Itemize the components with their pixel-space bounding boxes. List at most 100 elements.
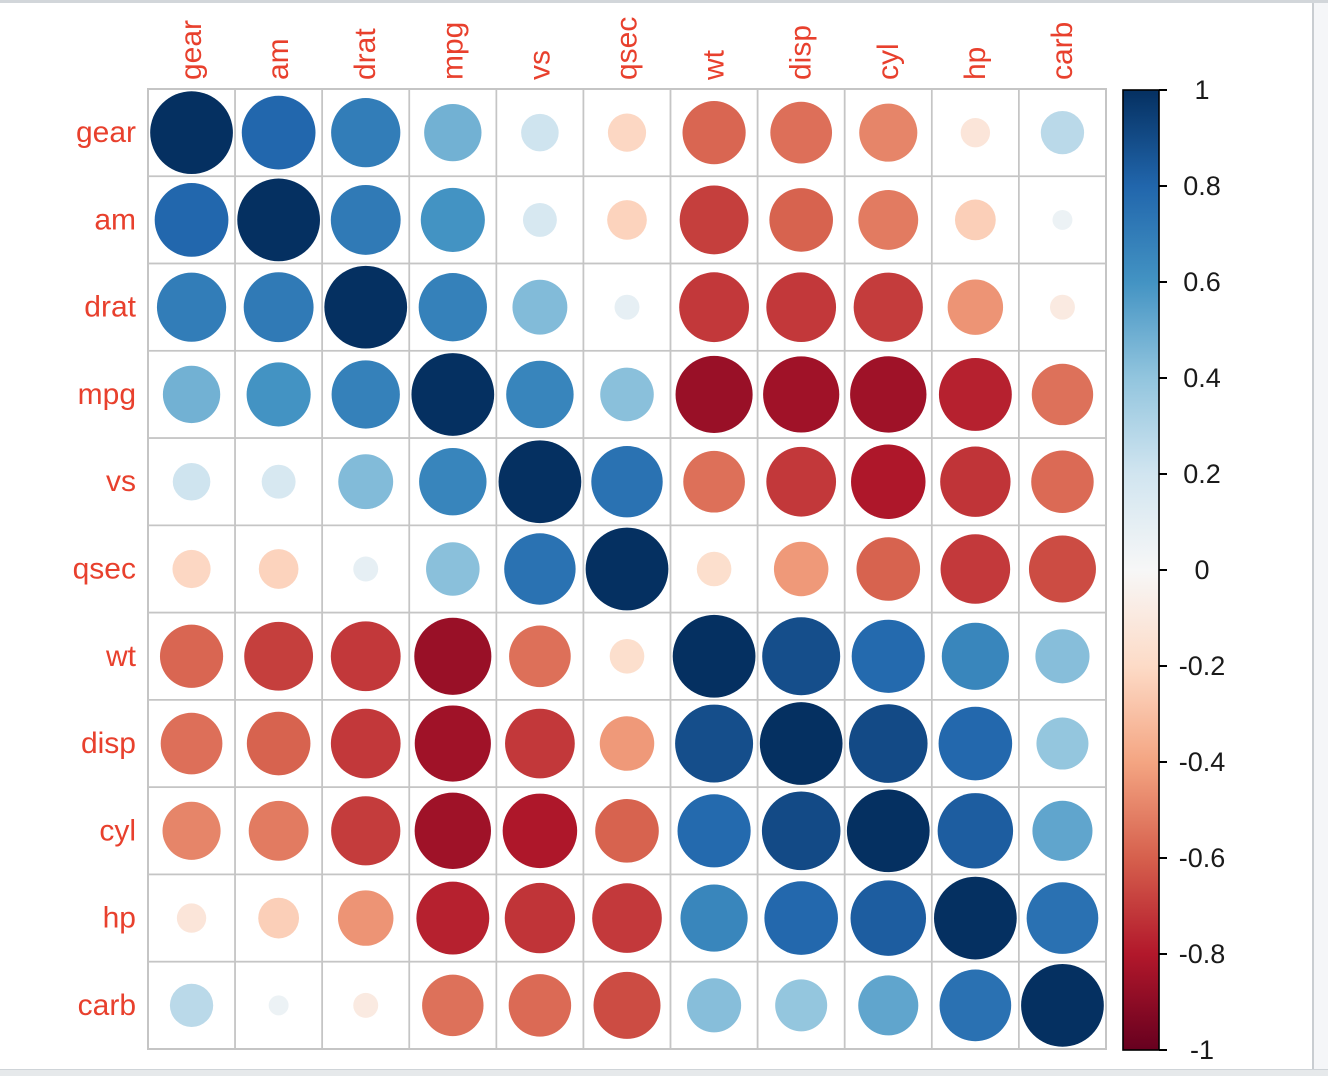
- correlation-circle: [416, 881, 490, 955]
- correlation-circle: [677, 794, 751, 868]
- correlation-circle: [858, 189, 919, 250]
- correlation-circle: [1026, 882, 1099, 954]
- col-label-am: am: [262, 38, 295, 80]
- top-border: [0, 0, 1328, 3]
- correlation-circle: [1040, 110, 1085, 155]
- correlation-circle: [172, 462, 211, 501]
- col-label-qsec: qsec: [611, 17, 644, 80]
- correlation-circle: [498, 440, 582, 524]
- bottom-border: [0, 1069, 1328, 1076]
- correlation-circle: [853, 272, 923, 342]
- col-label-mpg: mpg: [436, 22, 469, 80]
- correlation-circle: [268, 995, 289, 1016]
- correlation-circle: [696, 551, 732, 587]
- correlation-circle: [244, 621, 314, 691]
- col-label-carb: carb: [1046, 22, 1079, 80]
- correlation-circle: [679, 272, 749, 343]
- correlation-circle: [150, 91, 233, 175]
- colorbar-tick-label: -0.4: [1179, 747, 1226, 777]
- correlation-circle: [773, 541, 829, 597]
- correlation-circle: [766, 272, 837, 343]
- row-label-carb: carb: [78, 989, 136, 1022]
- correlation-circle: [243, 272, 314, 343]
- correlation-circle: [680, 884, 748, 952]
- correlation-circle: [940, 534, 1011, 604]
- correlation-circle: [938, 358, 1012, 431]
- correlation-circle: [1052, 209, 1073, 230]
- correlation-circle: [338, 454, 394, 510]
- correlation-circle: [775, 979, 828, 1032]
- correlation-circle: [683, 450, 745, 513]
- correlation-circle: [679, 185, 749, 255]
- correlation-circle: [595, 799, 659, 863]
- correlation-circle: [504, 533, 576, 605]
- row-label-hp: hp: [103, 902, 136, 935]
- colorbar-tick-label: 0: [1194, 555, 1209, 585]
- correlation-circle: [522, 202, 557, 237]
- correlation-circle: [940, 446, 1011, 517]
- correlation-circle: [937, 793, 1014, 869]
- correlation-circle: [607, 113, 647, 152]
- correlation-circle: [330, 621, 401, 692]
- correlation-circle: [851, 444, 926, 519]
- correlation-circle: [353, 556, 379, 582]
- correlation-circle: [331, 360, 400, 429]
- correlation-circle: [426, 542, 480, 596]
- colorbar-tick-label: 0.6: [1183, 267, 1221, 297]
- correlation-circle: [687, 978, 742, 1033]
- correlation-circle: [614, 294, 640, 320]
- correlation-circle: [941, 622, 1009, 690]
- colorbar-tick-label: -1: [1190, 1035, 1214, 1065]
- correlation-circle: [504, 882, 576, 954]
- correlation-circle: [938, 706, 1013, 781]
- correlation-circle: [764, 881, 838, 955]
- correlation-circle: [766, 446, 837, 517]
- correlation-circle: [419, 448, 487, 516]
- correlation-circle: [261, 464, 296, 499]
- correlation-circle: [762, 617, 841, 696]
- correlation-circle: [258, 897, 300, 939]
- correlation-circle: [172, 549, 211, 589]
- correlation-circle: [1021, 963, 1104, 1047]
- correlation-circle: [954, 199, 996, 241]
- correlation-circle: [169, 983, 214, 1028]
- correlation-circle: [761, 791, 841, 871]
- correlation-circle: [947, 279, 1004, 335]
- col-label-gear: gear: [175, 20, 208, 80]
- correlation-circle: [763, 356, 840, 433]
- correlation-circle: [160, 712, 223, 775]
- correlation-circle: [246, 711, 311, 776]
- correlation-circle: [338, 890, 394, 946]
- correlation-cell: [582, 349, 672, 439]
- correlation-cell: [1018, 175, 1107, 265]
- correlation-circle: [856, 537, 921, 601]
- colorbar-tick-label: 0.8: [1183, 171, 1221, 201]
- correlation-circle: [851, 619, 925, 693]
- row-label-am: am: [94, 203, 136, 236]
- correlation-circle: [769, 188, 833, 252]
- correlation-circle: [156, 272, 227, 342]
- colorbar-tick-label: 1: [1194, 75, 1209, 105]
- correlation-circle: [850, 356, 927, 433]
- correlation-circle: [607, 200, 647, 240]
- correlation-circle: [258, 549, 299, 589]
- correlation-circle: [1049, 294, 1075, 320]
- correlation-circle: [850, 880, 927, 956]
- correlation-circle: [154, 183, 229, 257]
- correlation-circle: [353, 992, 379, 1018]
- correlation-circle: [237, 178, 321, 262]
- row-label-gear: gear: [76, 116, 136, 149]
- col-label-drat: drat: [349, 28, 382, 80]
- correlation-circle: [600, 367, 654, 422]
- correlation-circle: [422, 974, 484, 1037]
- row-label-wt: wt: [105, 640, 137, 673]
- correlation-circle: [414, 792, 492, 870]
- correlation-circle: [411, 353, 495, 436]
- scrollbar-gutter[interactable]: [1314, 3, 1328, 1070]
- row-label-qsec: qsec: [73, 553, 136, 586]
- correlation-circle: [512, 279, 568, 335]
- correlation-circle: [324, 265, 408, 349]
- correlation-circle: [859, 103, 918, 162]
- row-label-drat: drat: [84, 291, 136, 324]
